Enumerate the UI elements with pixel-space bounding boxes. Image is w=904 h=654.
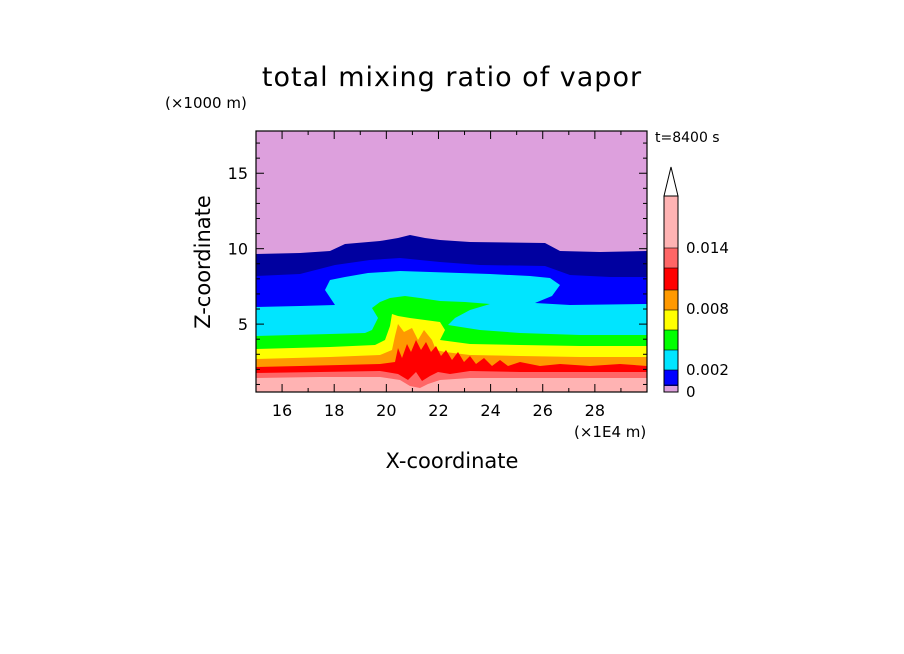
x-tick-label: 18 xyxy=(324,401,344,420)
colorbar-tick-label: 0.008 xyxy=(686,300,729,318)
colorbar-segment xyxy=(664,310,678,330)
colorbar-segment xyxy=(664,290,678,310)
chart-title: total mixing ratio of vapor xyxy=(262,62,642,93)
colorbar-segment xyxy=(664,370,678,385)
y-axis-title: Z-coordinate xyxy=(191,195,215,329)
colorbar-tick-label: 0.002 xyxy=(686,361,729,379)
x-tick-label: 28 xyxy=(585,401,605,420)
colorbar-segment xyxy=(664,248,678,268)
colorbar-segment xyxy=(664,330,678,350)
colorbar-segment xyxy=(664,350,678,370)
y-axis-ticks: 5 10 15 xyxy=(228,142,647,385)
colorbar-segment-background xyxy=(664,386,678,392)
colorbar-extend-arrow xyxy=(663,166,679,197)
contour-field xyxy=(256,131,647,392)
y-unit-label: (×1000 m) xyxy=(165,94,247,112)
x-unit-label: (×1E4 m) xyxy=(574,423,646,441)
x-tick-label: 16 xyxy=(272,401,292,420)
colorbar-tick-label: 0.014 xyxy=(686,239,729,257)
y-tick-label: 15 xyxy=(228,164,248,183)
x-tick-label: 20 xyxy=(376,401,396,420)
time-label: t=8400 s xyxy=(655,130,720,146)
plot-frame xyxy=(255,130,648,393)
colorbar-segment xyxy=(664,196,678,248)
colorbar-segment xyxy=(664,268,678,290)
colorbar-tick-label: 0 xyxy=(686,383,696,401)
y-tick-label: 5 xyxy=(238,315,248,334)
x-axis-ticks: 16 18 20 22 24 26 28 xyxy=(255,131,648,420)
x-axis-title: X-coordinate xyxy=(386,449,519,473)
x-tick-label: 22 xyxy=(428,401,448,420)
band-pink xyxy=(256,377,647,392)
x-tick-label: 24 xyxy=(480,401,500,420)
colorbar: 0 0.002 0.008 0.014 xyxy=(663,166,729,401)
y-tick-label: 10 xyxy=(228,240,248,259)
x-tick-label: 26 xyxy=(533,401,553,420)
